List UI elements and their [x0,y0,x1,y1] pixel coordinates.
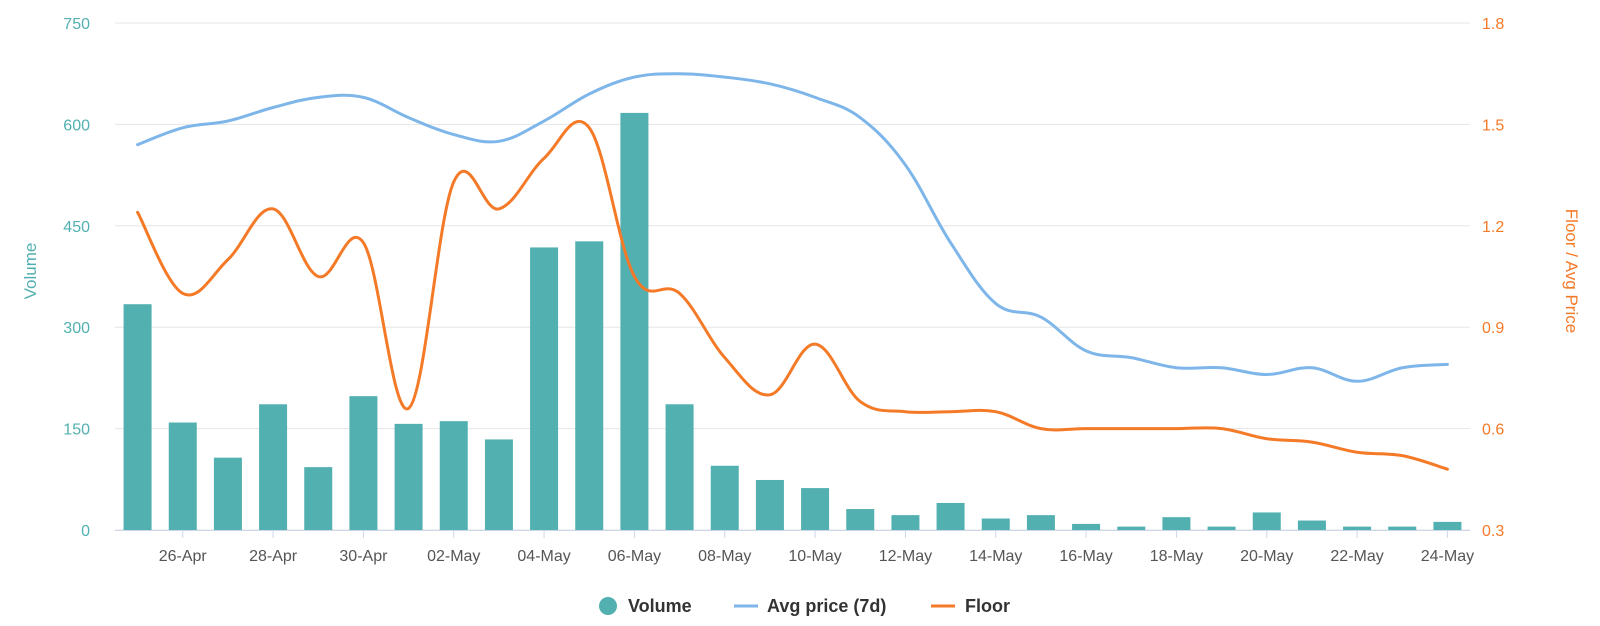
legend-item-volume[interactable]: Volume [599,596,692,616]
avg-price-line[interactable] [136,72,1449,383]
legend-avg-price-label: Avg price (7d) [767,596,886,616]
left-tick-label: 150 [63,422,90,439]
volume-bar[interactable] [484,439,513,530]
volume-bar[interactable] [168,422,197,530]
volume-bar[interactable] [755,479,784,530]
floor-line[interactable] [136,119,1449,471]
x-tick-label: 12-May [879,548,932,565]
legend-floor-label: Floor [965,596,1010,616]
volume-bar[interactable] [1433,521,1462,530]
x-axis-ticks: 26-Apr 28-Apr 30-Apr 02-May 04-May 06-May 08-M… [159,530,1474,565]
left-tick-label: 600 [63,117,90,134]
volume-bar[interactable] [665,404,694,530]
volume-bar[interactable] [1343,526,1372,530]
right-tick-label: 0.9 [1482,320,1504,337]
left-tick-label: 0 [81,523,90,540]
right-tick-label: 0.3 [1482,523,1504,540]
x-tick-label: 22-May [1330,548,1383,565]
x-tick-label: 08-May [698,548,751,565]
right-tick-label: 1.8 [1482,16,1504,33]
right-axis-ticks: 0.3 0.6 0.9 1.2 1.5 1.8 [1482,16,1504,540]
left-axis-ticks: 0 150 300 450 600 750 [63,16,90,540]
volume-bar[interactable] [1162,517,1191,530]
right-tick-label: 1.2 [1482,219,1504,236]
x-tick-label: 10-May [788,548,841,565]
volume-bar[interactable] [1026,515,1055,530]
legend-item-avg-price[interactable]: Avg price (7d) [734,596,886,616]
volume-bar[interactable] [530,247,559,530]
volume-bars [123,112,1462,531]
volume-bar[interactable] [575,241,604,530]
left-tick-label: 450 [63,219,90,236]
volume-bar[interactable] [1117,526,1146,530]
legend-item-floor[interactable]: Floor [931,596,1010,616]
volume-bar[interactable] [1072,523,1101,530]
right-axis-title: Floor / Avg Price [1562,209,1581,333]
volume-bar[interactable] [304,467,333,530]
legend[interactable]: Volume Avg price (7d) Floor [599,596,1010,616]
volume-bar[interactable] [439,421,468,530]
left-axis-title: Volume [21,243,40,300]
legend-volume-label: Volume [628,596,692,616]
volume-bar[interactable] [936,502,965,530]
x-tick-label: 24-May [1421,548,1474,565]
x-tick-label: 26-Apr [159,548,208,565]
volume-bar[interactable] [981,518,1010,530]
x-tick-label: 02-May [427,548,480,565]
volume-bar[interactable] [1297,520,1326,530]
x-tick-label: 30-Apr [339,548,388,565]
price-lines [136,72,1449,471]
x-tick-label: 14-May [969,548,1022,565]
volume-bar[interactable] [620,112,649,531]
volume-bar[interactable] [1252,512,1281,530]
volume-bar[interactable] [213,457,242,530]
x-tick-label: 16-May [1059,548,1112,565]
volume-bar[interactable] [259,404,288,530]
volume-bar[interactable] [846,509,875,530]
volume-bar[interactable] [349,396,378,530]
volume-bar[interactable] [801,488,830,530]
x-tick-label: 06-May [608,548,661,565]
left-tick-label: 750 [63,16,90,33]
right-tick-label: 0.6 [1482,422,1504,439]
right-tick-label: 1.5 [1482,117,1504,134]
volume-bar[interactable] [891,515,920,530]
volume-bar[interactable] [123,304,152,530]
x-tick-label: 20-May [1240,548,1293,565]
volume-bar[interactable] [1388,526,1417,530]
x-tick-label: 18-May [1150,548,1203,565]
volume-bar[interactable] [710,465,739,530]
legend-volume-marker [599,597,617,615]
left-tick-label: 300 [63,320,90,337]
x-tick-label: 04-May [517,548,570,565]
volume-bar[interactable] [1207,526,1236,530]
volume-bar[interactable] [394,423,423,530]
x-tick-label: 28-Apr [249,548,298,565]
